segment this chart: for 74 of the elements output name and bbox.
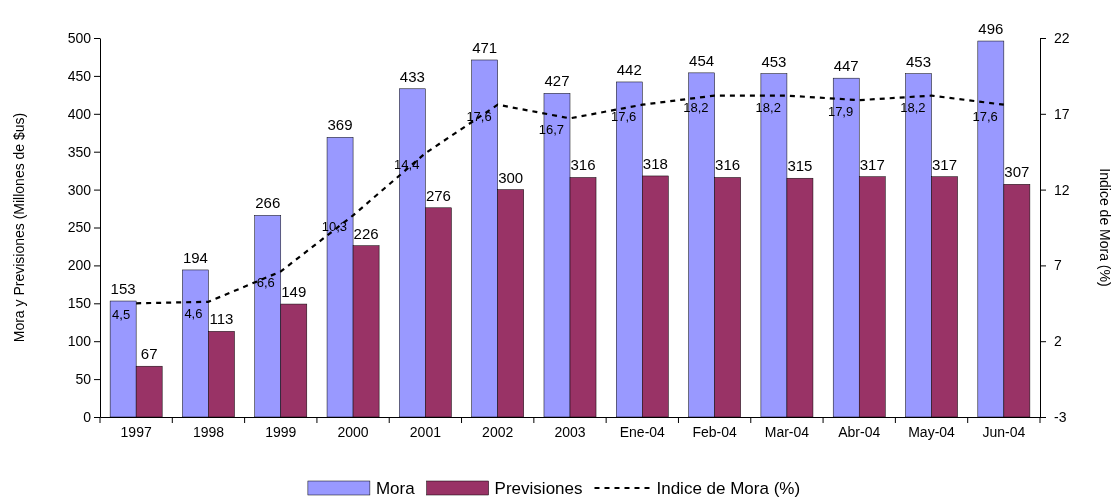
data-label: 307: [1004, 163, 1030, 181]
data-label: 454: [689, 51, 715, 69]
data-label: 317: [932, 155, 958, 173]
data-label: 17,6: [611, 108, 637, 124]
data-label: 317: [859, 155, 885, 173]
x-tick-label: 2000: [337, 423, 369, 440]
data-label: 318: [642, 154, 668, 172]
y-tick-label: 200: [67, 257, 92, 274]
data-label: 300: [498, 168, 524, 186]
y-tick-label: 150: [67, 295, 92, 312]
data-label: 471: [472, 38, 498, 56]
x-tick-label: 1999: [265, 423, 297, 440]
x-tick-label: Abr-04: [838, 423, 881, 440]
x-tick-label: Jun-04: [982, 423, 1026, 440]
y-tick-label: 250: [67, 219, 92, 236]
data-label: 276: [425, 186, 451, 204]
x-tick-label: 1997: [120, 423, 152, 440]
data-label: 18,2: [900, 99, 926, 115]
y2-tick-label: 2: [1054, 333, 1062, 350]
data-label: 427: [544, 72, 570, 90]
data-label: 16,7: [538, 122, 564, 138]
data-label: 10,3: [321, 219, 348, 235]
y-tick-label: 350: [67, 143, 92, 160]
data-label: 14,4: [394, 157, 420, 173]
data-label: 18,2: [755, 99, 781, 115]
x-tick-label: May-04: [908, 423, 956, 440]
y-tick-label: 100: [67, 333, 92, 350]
y-tick-label: 500: [67, 29, 92, 46]
data-label: 496: [978, 20, 1004, 38]
data-label: 6,6: [256, 275, 275, 291]
data-label: 149: [281, 283, 307, 301]
y-tick-label: 0: [83, 408, 92, 425]
data-label: 453: [761, 52, 787, 70]
data-label: 453: [906, 52, 932, 70]
legend-label: Mora: [375, 479, 416, 498]
y-tick-label: 450: [67, 67, 92, 84]
y-tick-label: 300: [67, 181, 92, 198]
x-tick-label: 2002: [482, 423, 514, 440]
data-label: 17,6: [466, 108, 492, 124]
y-tick-label: 50: [75, 371, 92, 388]
data-label: 316: [570, 156, 596, 174]
x-tick-label: 1998: [192, 423, 225, 440]
data-label: 67: [140, 345, 158, 363]
data-label: 153: [110, 280, 136, 298]
x-tick-label: Mar-04: [764, 423, 810, 440]
data-label: 369: [327, 116, 353, 134]
data-label: 315: [787, 157, 813, 175]
data-label: 226: [353, 224, 379, 242]
data-label: 4,5: [112, 307, 131, 323]
y-tick-label: 400: [67, 105, 92, 122]
data-label: 17,6: [972, 108, 998, 124]
data-label: 4,6: [184, 305, 203, 321]
y2-tick-label: -3: [1054, 408, 1067, 425]
y2-tick-label: 7: [1054, 257, 1062, 274]
x-tick-label: Feb-04: [692, 423, 738, 440]
legend-label: Previsiones: [494, 479, 583, 498]
data-label: 442: [616, 60, 642, 78]
legend-label: Indice de Mora (%): [656, 479, 801, 498]
x-tick-label: 2001: [409, 423, 442, 440]
data-label: 266: [255, 194, 281, 212]
y2-axis-title: Indice de Mora (%): [1097, 168, 1113, 287]
y2-tick-label: 12: [1054, 181, 1070, 198]
x-tick-label: Ene-04: [619, 423, 666, 440]
data-label: 194: [182, 248, 208, 266]
data-label: 433: [399, 67, 425, 85]
x-tick-label: 2003: [554, 423, 586, 440]
data-label: 316: [715, 156, 741, 174]
data-label: 447: [833, 57, 859, 75]
data-label: 17,9: [827, 104, 854, 120]
y-axis-title: Mora y Previsiones (Millones de $us): [11, 112, 27, 343]
y2-tick-label: 17: [1054, 105, 1070, 122]
data-label: 113: [209, 310, 234, 328]
y2-tick-label: 22: [1054, 29, 1070, 46]
data-label: 18,2: [683, 99, 709, 115]
